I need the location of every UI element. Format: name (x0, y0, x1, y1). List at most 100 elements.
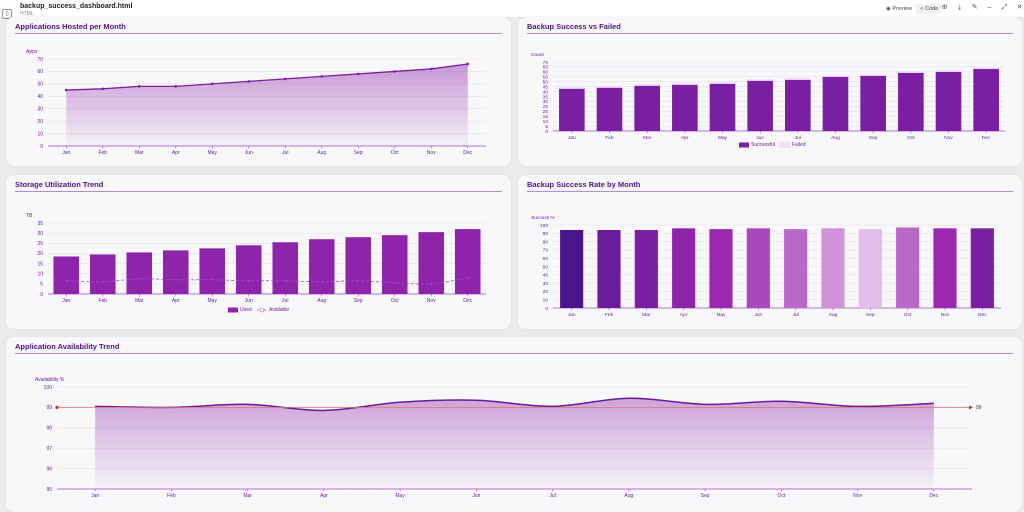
availability-ytick-label: 97 (46, 446, 52, 452)
backup-xtick-label: May (718, 135, 728, 141)
storage-bar-used (199, 248, 226, 294)
rate-title: Backup Success Rate by Month (527, 180, 641, 189)
apps-xtick-label: May (208, 150, 218, 156)
backup-bar-failed (935, 70, 962, 73)
rate-xtick-label: Jan (568, 312, 576, 318)
backup-bar-successful (709, 83, 736, 131)
rate-xtick-label: Aug (829, 312, 838, 318)
apps-xtick-label: Sep (354, 150, 363, 156)
backup-bar-successful (860, 75, 886, 131)
storage-available-point (357, 279, 360, 282)
rate-ytick-label: 10 (543, 298, 549, 304)
backup-bar-successful (935, 71, 962, 131)
availability-ytick-label: 100 (44, 385, 53, 391)
backup-xtick-label: Aug (831, 135, 840, 141)
backup-ytick-label: 45 (543, 84, 549, 90)
rate-y-axis-title: Success % (531, 215, 555, 221)
backup-xtick-label: Jan (568, 135, 576, 141)
rate-panel: Backup Success Rate by Month 0 10 20 30 40 50… (518, 175, 1022, 329)
availability-xtick-label: Jul (549, 493, 555, 499)
backup-ytick-label: 70 (543, 60, 549, 66)
backup-ytick-label: 50 (543, 80, 549, 86)
rate-xtick-label: Nov (941, 312, 950, 318)
storage-bar-used (345, 237, 372, 294)
storage-xtick-label: Mar (135, 298, 144, 304)
legend-successful-swatch (739, 142, 749, 148)
availability-ytick-label: 96 (46, 466, 52, 472)
backup-xtick-label: Apr (681, 135, 689, 141)
file-type: HTML (20, 11, 34, 17)
rate-bar (597, 229, 621, 308)
availability-ytick-label: 95 (46, 487, 52, 493)
apps-xtick-label: Jan (62, 150, 70, 156)
storage-y-axis-title: TB (26, 213, 33, 219)
rate-bar (709, 229, 733, 308)
availability-area (95, 398, 934, 489)
availability-xtick-label: Mar (243, 493, 252, 499)
edit-icon[interactable]: ✎ (971, 4, 978, 11)
storage-bar-used (454, 229, 481, 294)
apps-point (137, 85, 141, 88)
availability-xtick-label: Nov (853, 493, 862, 499)
rate-xtick-label: Jun (754, 312, 762, 318)
preview-button[interactable]: ◉ Preview (882, 4, 916, 14)
storage-ytick-label: 25 (37, 241, 43, 247)
rate-bar (896, 227, 920, 308)
storage-bar-used (53, 256, 80, 294)
availability-xtick-label: Sep (701, 493, 710, 499)
apps-ytick-label: 60 (37, 69, 43, 75)
view-toggle: ◉ Preview ‹› Code (882, 4, 943, 14)
backup-bar-failed (747, 79, 774, 81)
storage-panel: Storage Utilization Trend 0 5 10 15 20 25 30 35… (6, 175, 511, 329)
backup-ytick-label: 0 (545, 129, 548, 135)
backup-xtick-label: Jul (795, 135, 801, 141)
globe-icon[interactable]: ⊕ (941, 4, 948, 11)
close-icon[interactable]: ✕ (1016, 4, 1023, 11)
legend-used-label: Used (240, 307, 252, 313)
apps-ytick-label: 40 (37, 94, 43, 100)
maximize-icon[interactable]: ⤢ (1001, 4, 1008, 11)
sidebar-toggle-icon[interactable]: ▯ (2, 9, 12, 19)
storage-xtick-label: Dec (463, 298, 472, 304)
backup-panel: Backup Success vs Failed 0 5 10 15 20 25 30 35 4… (518, 17, 1022, 166)
preview-label: Preview (892, 6, 912, 12)
apps-xtick-label: Nov (427, 150, 436, 156)
legend-successful-label: Successful (751, 142, 775, 148)
code-button[interactable]: ‹› Code (919, 6, 939, 12)
backup-ytick-label: 55 (543, 75, 549, 81)
rate-ytick-label: 20 (543, 289, 549, 295)
storage-xtick-label: Aug (317, 298, 326, 304)
apps-chart: 0 10 20 30 40 50 60 70 Apps Jan Feb Mar Apr May Jun Jul… (26, 49, 486, 156)
backup-bar-successful (634, 85, 660, 131)
rate-xtick-label: May (716, 312, 726, 318)
backup-bar-successful (973, 68, 999, 131)
apps-xtick-label: Jul (282, 150, 288, 156)
storage-ytick-label: 0 (40, 292, 43, 298)
apps-series-line (66, 63, 468, 91)
apps-point (356, 72, 360, 76)
rate-bar (672, 228, 696, 308)
backup-bar-failed (634, 84, 661, 86)
backup-bar-failed (784, 78, 811, 80)
apps-panel: Applications Hosted per Month 0 10 20 30 40 5… (6, 17, 511, 166)
storage-ytick-label: 20 (37, 251, 43, 257)
backup-ytick-label: 5 (545, 124, 548, 130)
rate-bar (560, 229, 584, 308)
backup-bar-successful (559, 88, 585, 131)
storage-xtick-label: Apr (172, 298, 180, 304)
rate-bar (784, 229, 808, 308)
storage-xtick-label: Sep (354, 298, 363, 304)
storage-xtick-label: Jan (62, 298, 70, 304)
backup-bar-failed (709, 82, 736, 84)
file-name: backup_success_dashboard.html (20, 3, 133, 10)
backup-ytick-label: 40 (543, 89, 549, 95)
apps-ytick-label: 10 (37, 131, 43, 137)
rate-bar (634, 229, 658, 308)
download-icon[interactable]: ⤓ (957, 4, 962, 11)
minimize-icon[interactable]: – (987, 4, 992, 11)
backup-bar-successful (898, 72, 924, 131)
availability-panel: Application Availability Trend 95 96 97 98 9… (6, 337, 1022, 512)
storage-ytick-label: 10 (37, 272, 43, 278)
storage-bar-used (235, 245, 262, 294)
